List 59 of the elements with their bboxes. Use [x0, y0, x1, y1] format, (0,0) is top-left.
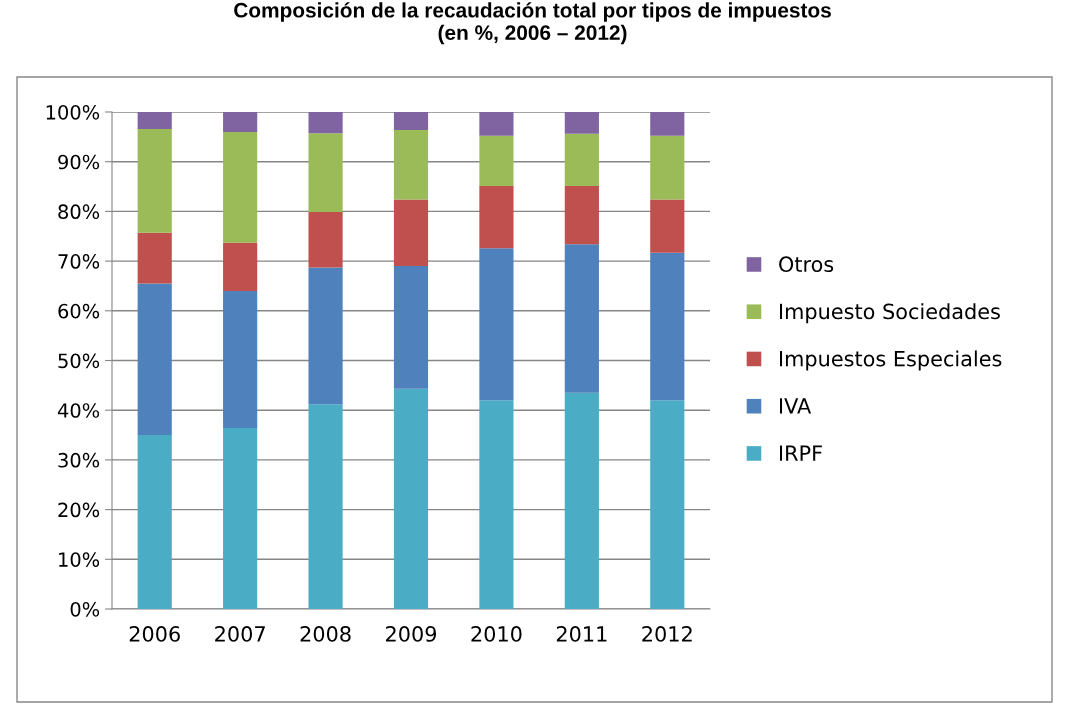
- y-tick-label: 40%: [57, 403, 100, 418]
- bar: [650, 400, 685, 609]
- x-tick-label: 2010: [471, 626, 522, 642]
- bar: [308, 267, 343, 405]
- x-tick-label: 2011: [556, 626, 607, 642]
- x-tick-label: 2008: [300, 626, 351, 642]
- bar: [564, 392, 599, 609]
- legend-label: Impuestos Especiales: [779, 350, 1002, 371]
- bar: [650, 112, 685, 136]
- chart-title: Composición de la recaudación total por tipos de impuestos (en %, 2006 – 2012): [234, 2, 831, 45]
- bar: [564, 186, 599, 245]
- bar: [650, 199, 685, 253]
- x-tick-label: 2012: [642, 626, 692, 642]
- bar: [137, 112, 172, 129]
- bar: [137, 283, 172, 436]
- bar: [564, 244, 599, 393]
- x-tick-label: 2009: [386, 626, 437, 642]
- legend-label: IVA: [779, 398, 812, 414]
- legend-label: Impuesto Sociedades: [779, 303, 1000, 324]
- bar: [393, 112, 429, 130]
- y-tick-label: 30%: [58, 452, 100, 468]
- y-tick-label: 70%: [58, 254, 100, 269]
- bar: [308, 112, 343, 134]
- bar: [479, 186, 514, 249]
- bar: [479, 135, 514, 187]
- legend-label: Otros: [779, 256, 834, 273]
- bar: [137, 232, 172, 284]
- bar: [308, 211, 343, 268]
- bar: [137, 128, 172, 233]
- bar: [564, 112, 599, 134]
- bar: [479, 400, 514, 609]
- bar: [308, 133, 343, 212]
- legend-label: IRPF: [779, 445, 822, 461]
- bar: [137, 435, 172, 609]
- bar: [393, 199, 429, 267]
- y-tick-label: 90%: [58, 154, 100, 170]
- bar: [479, 112, 514, 136]
- bar: [650, 135, 685, 200]
- bar: [393, 388, 429, 609]
- bar: [223, 131, 258, 243]
- bar: [308, 404, 343, 609]
- x-tick-label: 2007: [215, 626, 265, 642]
- bar: [393, 266, 429, 389]
- y-tick-label: 60%: [58, 303, 100, 319]
- y-tick-label: 80%: [58, 204, 100, 220]
- bar: [564, 133, 599, 187]
- x-tick-label: 2006: [129, 626, 180, 642]
- bar: [393, 129, 429, 200]
- y-tick-label: 20%: [58, 502, 100, 518]
- y-tick-label: 0%: [70, 601, 100, 617]
- y-tick-label: 100%: [46, 104, 100, 120]
- bar: [479, 248, 514, 401]
- bar: [650, 252, 685, 401]
- y-tick-label: 50%: [58, 353, 100, 369]
- bar: [223, 112, 258, 132]
- bar: [223, 242, 258, 291]
- y-tick-label: 10%: [59, 552, 100, 567]
- bar: [223, 290, 258, 429]
- bar: [223, 428, 258, 609]
